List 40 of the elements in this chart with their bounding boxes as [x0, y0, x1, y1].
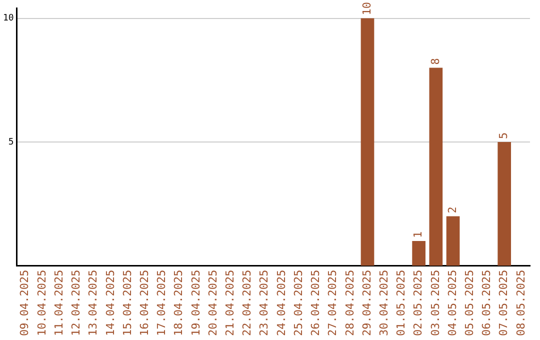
x-tick-label: 12.04.2025 — [70, 270, 83, 336]
bar — [360, 18, 374, 266]
x-tick-label: 27.04.2025 — [326, 270, 340, 336]
bar — [429, 68, 443, 266]
x-tick-label: 21.04.2025 — [224, 270, 237, 336]
x-tick-label: 02.05.2025 — [412, 270, 425, 336]
x-tick-label: 17.04.2025 — [155, 270, 168, 336]
x-tick-label: 04.05.2025 — [446, 270, 459, 336]
bar — [412, 241, 426, 266]
data-label: 2 — [446, 206, 459, 214]
x-tick-label: 11.04.2025 — [52, 270, 66, 336]
data-label: 8 — [428, 58, 442, 65]
x-tick-label: 23.04.2025 — [258, 270, 271, 336]
x-tick-label: 07.05.2025 — [497, 270, 510, 336]
data-label: 10 — [360, 2, 374, 16]
x-tick-label: 26.04.2025 — [309, 270, 322, 336]
x-tick-label: 18.04.2025 — [172, 270, 186, 336]
x-tick-label: 30.04.2025 — [377, 270, 390, 336]
x-tick-label: 28.04.2025 — [343, 270, 356, 336]
x-tick-label: 19.04.2025 — [189, 270, 202, 336]
bar — [446, 216, 460, 266]
x-tick-label: 06.05.2025 — [480, 270, 494, 336]
x-tick-label: 15.04.2025 — [120, 270, 134, 336]
x-tick-label: 05.05.2025 — [462, 270, 476, 336]
x-tick-label: 16.04.2025 — [138, 270, 151, 336]
x-tick-label: 20.04.2025 — [206, 270, 220, 336]
x-tick-label: 03.05.2025 — [428, 270, 442, 336]
x-tick-label: 01.05.2025 — [394, 270, 408, 336]
x-tick-label: 10.04.2025 — [35, 270, 48, 336]
x-tick-label: 14.04.2025 — [104, 270, 117, 336]
x-tick-label: 08.05.2025 — [514, 270, 528, 336]
data-label: 1 — [412, 231, 425, 238]
x-tick-label: 29.04.2025 — [360, 270, 374, 336]
x-tick-label: 13.04.2025 — [86, 270, 100, 336]
bar — [498, 142, 512, 266]
x-tick-label: 22.04.2025 — [240, 270, 254, 336]
x-tick-label: 24.04.2025 — [274, 270, 288, 336]
data-label: 5 — [497, 132, 510, 140]
x-tick-label: 09.04.2025 — [18, 270, 32, 336]
x-tick-label: 25.04.2025 — [292, 270, 305, 336]
